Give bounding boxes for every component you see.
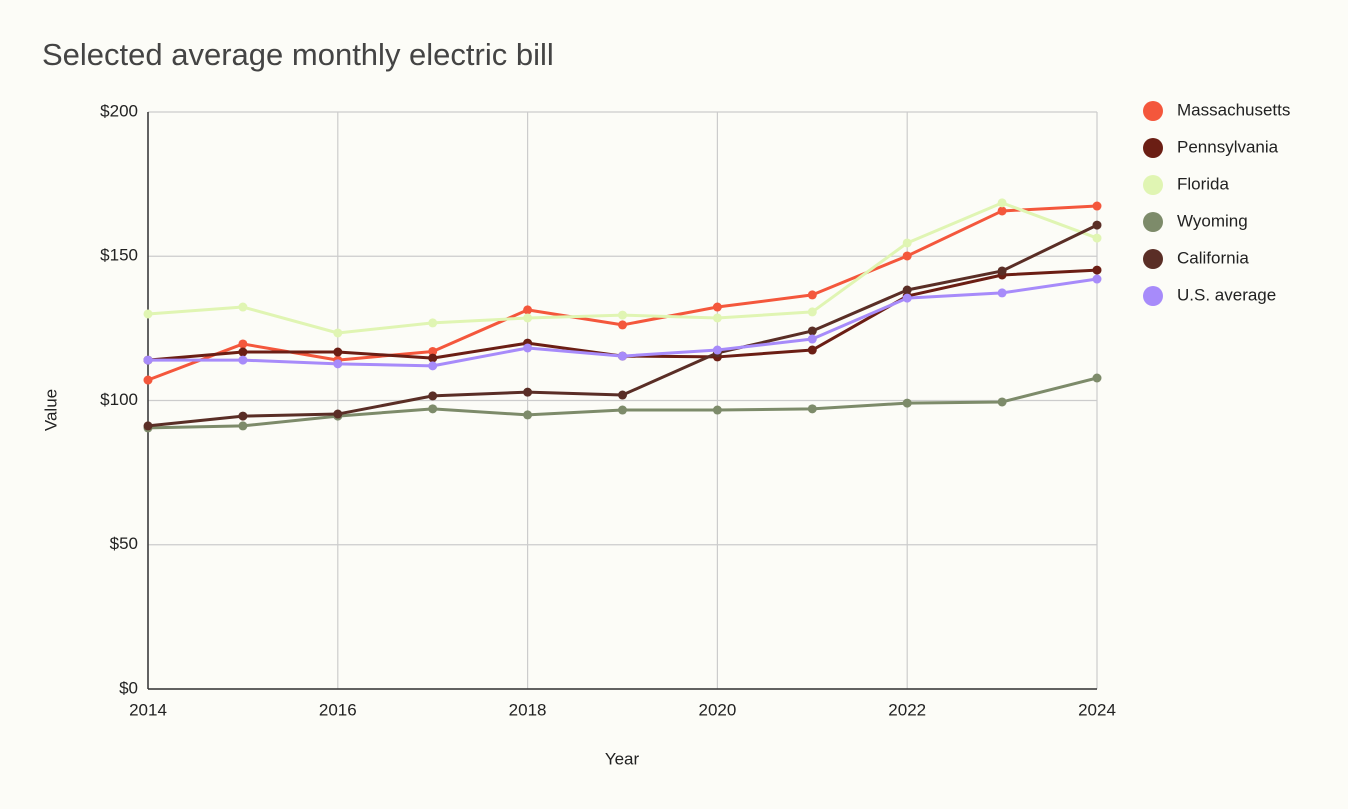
data-point bbox=[997, 206, 1007, 216]
legend-marker bbox=[1143, 249, 1163, 269]
x-tick-label: 2022 bbox=[888, 700, 926, 719]
y-tick-label: $200 bbox=[100, 101, 138, 120]
data-point bbox=[807, 326, 817, 336]
legend-label: Wyoming bbox=[1177, 211, 1248, 230]
legend-label: California bbox=[1177, 248, 1249, 267]
x-tick-label: 2014 bbox=[129, 700, 167, 719]
data-point bbox=[712, 345, 722, 355]
data-point bbox=[523, 313, 533, 323]
y-tick-label: $50 bbox=[110, 534, 138, 553]
data-point bbox=[428, 391, 438, 401]
data-point bbox=[618, 351, 627, 361]
data-point bbox=[523, 343, 533, 353]
data-point bbox=[1092, 233, 1102, 243]
data-point bbox=[1092, 265, 1102, 275]
data-point bbox=[428, 346, 438, 356]
data-point bbox=[618, 320, 627, 330]
data-point bbox=[1092, 220, 1102, 230]
data-point bbox=[523, 387, 533, 397]
x-tick-label: 2016 bbox=[319, 700, 357, 719]
y-tick-label: $100 bbox=[100, 390, 138, 409]
legend-label: U.S. average bbox=[1177, 285, 1276, 304]
data-point bbox=[238, 302, 248, 312]
data-point bbox=[997, 266, 1007, 276]
data-point bbox=[333, 359, 343, 369]
legend-marker bbox=[1143, 138, 1163, 158]
legend-label: Massachusetts bbox=[1177, 100, 1290, 119]
data-point bbox=[902, 293, 912, 303]
data-point bbox=[333, 347, 343, 357]
data-point bbox=[902, 398, 912, 408]
data-point bbox=[143, 375, 153, 385]
data-point bbox=[428, 353, 438, 363]
legend-label: Florida bbox=[1177, 174, 1230, 193]
x-axis-label: Year bbox=[605, 749, 640, 768]
legend-marker bbox=[1143, 175, 1163, 195]
data-point bbox=[238, 355, 248, 365]
data-point bbox=[523, 410, 533, 420]
data-point bbox=[238, 411, 248, 421]
data-point bbox=[143, 355, 153, 365]
data-point bbox=[523, 305, 533, 315]
data-point bbox=[143, 421, 153, 431]
data-point bbox=[428, 318, 438, 328]
data-point bbox=[997, 288, 1007, 298]
data-point bbox=[428, 404, 438, 414]
data-point bbox=[238, 339, 248, 349]
data-point bbox=[618, 405, 627, 415]
data-point bbox=[807, 290, 817, 300]
data-point bbox=[807, 404, 817, 414]
data-point bbox=[997, 397, 1007, 407]
data-point bbox=[807, 334, 817, 344]
data-point bbox=[333, 328, 343, 338]
data-point bbox=[1092, 274, 1102, 284]
x-tick-label: 2018 bbox=[509, 700, 547, 719]
data-point bbox=[712, 302, 722, 312]
chart-title: Selected average monthly electric bill bbox=[42, 37, 554, 72]
data-point bbox=[618, 390, 627, 400]
legend-marker bbox=[1143, 212, 1163, 232]
x-tick-label: 2020 bbox=[698, 700, 736, 719]
x-tick-label: 2024 bbox=[1078, 700, 1116, 719]
data-point bbox=[143, 309, 153, 319]
data-point bbox=[1092, 373, 1102, 383]
legend-marker bbox=[1143, 286, 1163, 306]
data-point bbox=[428, 361, 438, 371]
legend-label: Pennsylvania bbox=[1177, 137, 1279, 156]
data-point bbox=[712, 405, 722, 415]
y-tick-label: $0 bbox=[119, 678, 138, 697]
y-axis-label: Value bbox=[41, 389, 60, 431]
data-point bbox=[333, 409, 343, 419]
data-point bbox=[807, 307, 817, 317]
y-tick-label: $150 bbox=[100, 246, 138, 265]
data-point bbox=[902, 251, 912, 261]
data-point bbox=[712, 313, 722, 323]
data-point bbox=[1092, 201, 1102, 211]
data-point bbox=[902, 285, 912, 295]
legend-marker bbox=[1143, 101, 1163, 121]
data-point bbox=[997, 198, 1007, 208]
data-point bbox=[807, 345, 817, 355]
data-point bbox=[902, 238, 912, 248]
data-point bbox=[618, 310, 627, 320]
data-point bbox=[238, 347, 248, 357]
data-point bbox=[238, 421, 248, 431]
